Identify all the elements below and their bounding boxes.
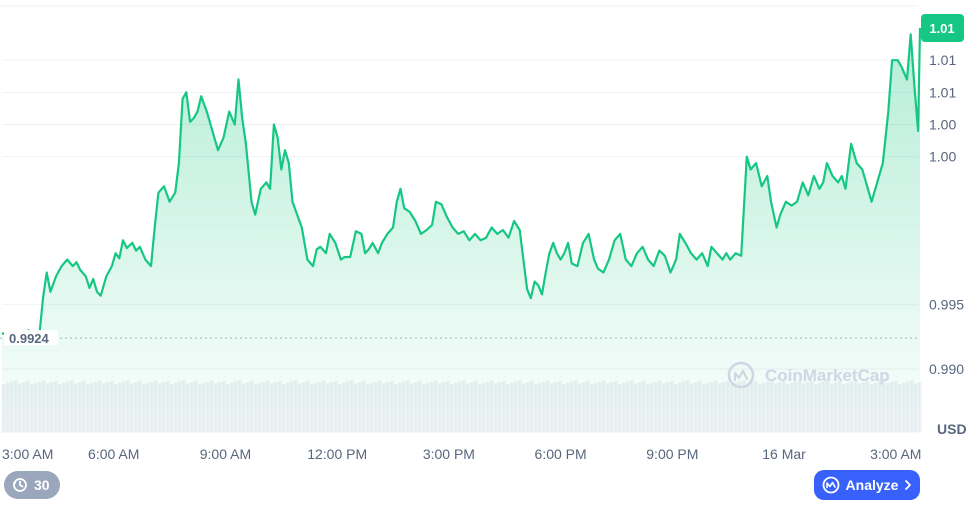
unit-label: USD: [937, 421, 967, 437]
x-tick-label: 6:00 PM: [535, 446, 587, 462]
watermark: CoinMarketCap: [727, 361, 890, 389]
price-area-fill: [2, 28, 920, 432]
watermark-text: CoinMarketCap: [765, 366, 890, 385]
reference-line: 0.9924: [0, 330, 918, 346]
x-tick-label: 16 Mar: [762, 446, 806, 462]
y-tick-label: 1.00: [929, 149, 956, 165]
y-tick-label: 0.995: [929, 297, 964, 313]
current-price-tag-bg: [921, 14, 964, 42]
x-tick-label: 6:00 AM: [88, 446, 139, 462]
reference-label-bg: [4, 330, 58, 346]
x-axis-ticks: 3:00 AM 6:00 AM 9:00 AM 12:00 PM 3:00 PM 6:00…: [2, 446, 921, 462]
timeframe-label: 30: [34, 477, 50, 493]
price-area: [1, 27, 922, 432]
coinmarketcap-logo-icon: [727, 361, 755, 389]
x-tick-label: 9:00 PM: [646, 446, 698, 462]
price-line: [1, 27, 922, 340]
y-tick-label: 1.01: [929, 84, 956, 100]
x-tick-label: 3:00 AM: [870, 446, 921, 462]
history-icon: [13, 478, 27, 492]
current-price-label: 1.01: [929, 21, 954, 36]
reference-label: 0.9924: [9, 331, 50, 346]
y-axis-ticks: 1.01 1.01 1.00 1.00 0.995 0.990: [929, 52, 964, 377]
y-tick-label: 1.00: [929, 117, 956, 133]
current-price-tag: 1.01: [921, 14, 964, 42]
x-tick-label: 3:00 AM: [2, 446, 53, 462]
x-tick-label: 9:00 AM: [200, 446, 251, 462]
analyze-button[interactable]: Analyze: [814, 470, 920, 500]
y-tick-label: 1.01: [929, 52, 956, 68]
timeframe-button[interactable]: 30: [4, 471, 60, 499]
analyze-logo-icon: [822, 476, 839, 494]
x-tick-label: 3:00 PM: [423, 446, 475, 462]
x-tick-label: 12:00 PM: [307, 446, 367, 462]
analyze-label: Analyze: [845, 477, 899, 493]
chevron-right-icon: [905, 480, 912, 490]
y-tick-label: 0.990: [929, 361, 964, 377]
